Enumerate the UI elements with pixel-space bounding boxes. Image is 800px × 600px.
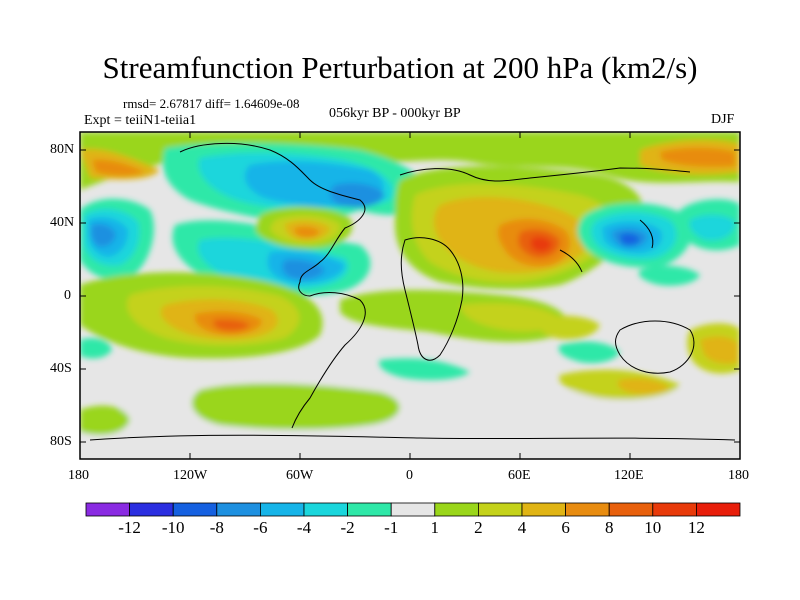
- colorbar-swatch: [172, 502, 218, 517]
- lon-tick-label: 180: [68, 468, 89, 483]
- stats-text: rmsd= 2.67817 diff= 1.64609e-08: [123, 96, 300, 111]
- colorbar-swatch: [565, 502, 610, 517]
- lat-tick-label: 40S: [50, 361, 72, 376]
- lat-tick-label: 80S: [50, 434, 72, 449]
- lon-tick-label: 120W: [173, 468, 208, 483]
- colorbar-swatch: [608, 502, 654, 517]
- colorbar-label: -1: [384, 518, 399, 537]
- colorbar-label: 12: [687, 518, 705, 537]
- axis-ticks: [79, 132, 741, 459]
- lat-tick-label: 0: [64, 288, 71, 303]
- period-label: 056kyr BP - 000kyr BP: [329, 106, 461, 121]
- colorbar-label: 6: [561, 518, 570, 537]
- colorbar-label: -8: [209, 518, 224, 537]
- contour-fields: [80, 132, 740, 459]
- colorbar-swatch: [347, 502, 392, 517]
- figure-title: Streamfunction Perturbation at 200 hPa (…: [102, 50, 698, 85]
- colorbar-label: -10: [161, 518, 185, 537]
- lat-tick-label: 80N: [50, 142, 75, 157]
- colorbar-swatch: [216, 502, 261, 517]
- season-label: DJF: [711, 112, 735, 127]
- colorbar-swatch: [652, 502, 697, 517]
- colorbar-label: 1: [430, 518, 440, 537]
- colorbar-swatch: [303, 502, 348, 517]
- colorbar-label: -4: [296, 518, 312, 537]
- colorbar-swatch: [259, 502, 305, 517]
- colorbar-swatch: [85, 502, 130, 517]
- lon-tick-label: 60E: [508, 468, 531, 483]
- colorbar-label: -2: [340, 518, 355, 537]
- colorbar-swatch: [521, 502, 566, 517]
- coastlines: [89, 143, 736, 441]
- lon-tick-label: 60W: [286, 468, 314, 483]
- lon-tick-label: 120E: [614, 468, 644, 483]
- colorbar-swatch: [477, 502, 523, 517]
- colorbar: [85, 502, 741, 517]
- colorbar-swatch: [696, 502, 741, 517]
- colorbar-label: 2: [474, 518, 483, 537]
- colorbar-label: 8: [604, 518, 614, 537]
- lon-tick-label: 180: [728, 468, 749, 483]
- colorbar-label: 4: [517, 518, 527, 537]
- lon-tick-label: 0: [406, 468, 413, 483]
- colorbar-label: -6: [253, 518, 268, 537]
- colorbar-swatch: [434, 502, 479, 517]
- lat-tick-label: 40N: [50, 215, 75, 230]
- colorbar-swatch: [129, 502, 174, 517]
- colorbar-swatch: [390, 502, 436, 517]
- colorbar-label: 10: [644, 518, 662, 537]
- experiment-label: Expt = teiiN1-teiia1: [84, 113, 197, 128]
- colorbar-label: -12: [118, 518, 141, 537]
